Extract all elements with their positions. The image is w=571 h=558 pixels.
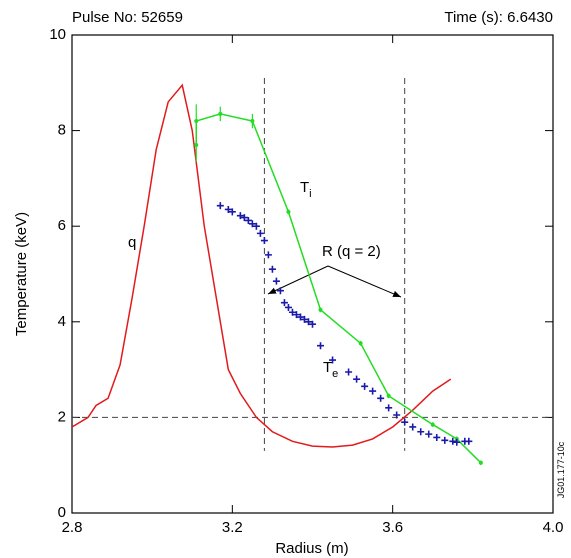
data-point <box>393 411 401 419</box>
annotation: JG01.177-10c <box>556 441 566 498</box>
y-tick-label: 8 <box>58 122 66 139</box>
annotation: Te <box>323 359 338 380</box>
x-axis-label: Radius (m) <box>275 540 348 557</box>
data-point <box>252 222 260 230</box>
data-point <box>433 433 441 441</box>
annotation: R (q = 2) <box>322 243 381 260</box>
data-point <box>353 375 361 383</box>
data-point <box>358 341 363 346</box>
annotation-text: T <box>300 179 309 196</box>
annotation: q <box>128 234 136 251</box>
series-line <box>195 113 482 464</box>
data-point <box>465 437 473 445</box>
data-point <box>430 422 435 427</box>
y-axis-label: Temperature (keV) <box>13 212 30 336</box>
annotation-text: q <box>128 234 136 251</box>
data-point <box>250 119 255 124</box>
data-point <box>228 208 236 216</box>
y-tick-label: 2 <box>58 408 66 425</box>
data-point <box>194 119 199 124</box>
x-tick-label: 4.0 <box>543 519 564 536</box>
plot-frame <box>71 34 554 514</box>
data-point <box>304 318 312 326</box>
data-point <box>329 356 337 364</box>
arrow <box>327 265 402 298</box>
data-point <box>264 251 272 259</box>
data-point <box>292 311 300 319</box>
data-point <box>401 418 409 426</box>
data-point <box>425 430 433 438</box>
data-point <box>369 387 377 395</box>
data-point <box>268 265 276 273</box>
y-tick-label: 10 <box>49 26 66 43</box>
data-point <box>361 382 369 390</box>
annotation-text: JG01.177-10c <box>556 441 566 498</box>
data-point <box>260 237 268 245</box>
data-point <box>224 205 232 213</box>
data-point <box>309 320 316 328</box>
data-point <box>318 307 323 312</box>
arrow <box>267 265 329 295</box>
data-point <box>216 202 224 210</box>
data-point <box>317 342 325 350</box>
y-tick-label: 0 <box>58 504 66 521</box>
annotation-subscript: i <box>309 188 311 200</box>
data-point <box>218 111 223 116</box>
annotation-subscript: e <box>332 368 338 380</box>
data-point <box>453 438 461 446</box>
annotation-text: T <box>323 359 332 376</box>
data-point <box>377 394 385 402</box>
annotation: Ti <box>300 179 312 200</box>
data-point <box>385 404 393 412</box>
chart-title-right: Time (s): 6.6430 <box>444 9 553 26</box>
data-point <box>244 216 252 224</box>
series-line <box>71 83 452 448</box>
data-point <box>417 428 425 436</box>
x-tick-label: 2.8 <box>62 519 83 536</box>
data-point <box>280 299 288 307</box>
annotation-text: R (q = 2) <box>322 243 381 260</box>
x-tick-label: 3.2 <box>222 519 243 536</box>
y-tick-label: 4 <box>58 313 66 330</box>
data-point <box>284 303 292 311</box>
data-point <box>272 277 280 285</box>
data-point <box>240 214 248 222</box>
data-point <box>441 436 449 444</box>
data-point <box>449 437 457 445</box>
data-point <box>194 142 199 147</box>
data-point <box>256 229 264 237</box>
data-point <box>345 368 353 376</box>
x-tick-label: 3.6 <box>382 519 403 536</box>
data-point <box>300 315 308 323</box>
data-point <box>248 220 256 228</box>
data-point <box>276 287 284 295</box>
data-point <box>386 393 391 398</box>
chart-title-left: Pulse No: 52659 <box>72 9 183 26</box>
data-point <box>478 460 483 465</box>
data-point <box>236 212 244 220</box>
data-point <box>296 313 304 321</box>
data-point <box>409 423 417 431</box>
data-point <box>288 308 296 316</box>
y-tick-label: 6 <box>58 217 66 234</box>
data-point <box>286 209 291 214</box>
